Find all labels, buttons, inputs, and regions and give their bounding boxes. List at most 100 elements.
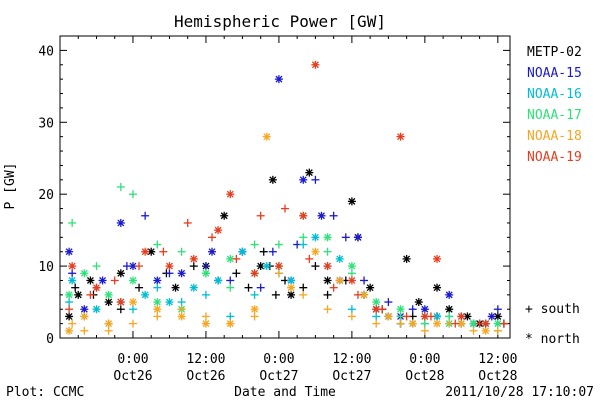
north-point — [396, 305, 405, 314]
marker-stroke — [105, 291, 113, 299]
north-point — [335, 254, 344, 263]
marker-stroke — [74, 291, 82, 299]
south-point — [71, 283, 80, 292]
north-point — [189, 254, 198, 263]
marker-stroke — [311, 61, 319, 69]
south-point — [256, 283, 265, 292]
south-point — [177, 247, 186, 256]
marker-stroke — [354, 233, 362, 241]
north-point — [299, 211, 308, 220]
marker-stroke — [190, 255, 198, 263]
x-tick-label-date: Oct28 — [478, 369, 517, 384]
south-point — [80, 326, 89, 335]
marker-stroke — [433, 255, 441, 263]
south-point — [256, 211, 265, 220]
marker-stroke — [178, 269, 186, 277]
north-point — [457, 312, 466, 321]
legend-item: NOAA-17 — [527, 108, 582, 123]
marker-stroke — [178, 312, 186, 320]
marker-stroke — [68, 262, 76, 270]
north-point — [68, 262, 77, 271]
marker-stroke — [488, 312, 496, 320]
marker-stroke — [494, 312, 502, 320]
north-point — [420, 305, 429, 314]
north-point — [201, 269, 210, 278]
north-point — [287, 283, 296, 292]
south-point — [250, 240, 259, 249]
legend-item: NOAA-18 — [527, 129, 582, 144]
marker-stroke — [433, 312, 441, 320]
south-point — [360, 276, 369, 285]
marker-stroke — [336, 277, 344, 284]
marker-stroke — [397, 305, 405, 313]
marker-stroke — [287, 277, 295, 284]
north-point — [116, 218, 125, 227]
x-tick-label-date: Oct28 — [405, 369, 444, 384]
marker-stroke — [311, 233, 319, 241]
south-point — [165, 269, 174, 278]
north-point — [445, 290, 454, 299]
marker-stroke — [397, 133, 405, 141]
south-point — [372, 312, 381, 321]
south-point — [274, 269, 283, 278]
marker-stroke — [202, 320, 210, 328]
marker-stroke — [251, 305, 259, 313]
north-point — [299, 175, 308, 184]
north-point — [463, 312, 472, 321]
north-point — [323, 233, 332, 242]
marker-stroke — [409, 320, 417, 328]
y-axis: 0 10 20 30 40 — [38, 44, 510, 347]
north-point — [80, 269, 89, 278]
north-point — [347, 276, 356, 285]
marker-stroke — [287, 291, 295, 299]
marker-stroke — [190, 284, 198, 292]
marker-stroke — [129, 298, 137, 306]
marker-stroke — [99, 277, 107, 284]
north-point — [445, 305, 454, 314]
marker-stroke — [93, 284, 100, 292]
south-point — [116, 305, 125, 314]
south-point — [420, 319, 429, 328]
north-point — [287, 276, 296, 285]
marker-stroke — [238, 248, 246, 256]
marker-stroke — [153, 305, 161, 313]
marker-stroke — [269, 176, 277, 184]
south-point — [323, 247, 332, 256]
north-point — [116, 269, 125, 278]
south-point — [493, 326, 502, 335]
south-point — [281, 204, 289, 213]
north-point — [268, 175, 277, 184]
south-point — [201, 262, 210, 271]
x-tick-label-date: Oct26 — [113, 369, 152, 384]
north-point — [481, 319, 490, 328]
south-point — [92, 262, 101, 271]
north-point — [469, 319, 478, 328]
y-axis-label: P [GW] — [3, 163, 18, 210]
south-point — [499, 319, 508, 328]
marker-stroke — [220, 212, 228, 220]
marker-stroke — [65, 248, 73, 256]
north-point — [433, 319, 442, 328]
marker-stroke — [299, 212, 307, 220]
chart-title: Hemispheric Power [GW] — [174, 12, 386, 31]
plot-frame — [59, 35, 511, 339]
marker-stroke — [65, 327, 73, 335]
north-point — [372, 298, 381, 307]
marker-stroke — [86, 277, 94, 284]
south-point — [451, 319, 460, 328]
south-point — [299, 283, 308, 292]
marker-stroke — [482, 327, 490, 335]
x-tick-label-time: 0:00 — [263, 352, 294, 367]
north-point — [104, 298, 113, 307]
marker-stroke — [251, 269, 259, 277]
marker-stroke — [68, 277, 76, 284]
marker-stroke — [147, 248, 155, 256]
south-point — [226, 283, 235, 292]
north-point — [128, 276, 137, 285]
south-point — [201, 290, 210, 299]
south-point — [271, 290, 280, 299]
marker-stroke — [372, 305, 380, 313]
legend-item: NOAA-16 — [527, 87, 582, 102]
y-tick-label: 20 — [38, 188, 54, 203]
north-point — [481, 326, 490, 335]
